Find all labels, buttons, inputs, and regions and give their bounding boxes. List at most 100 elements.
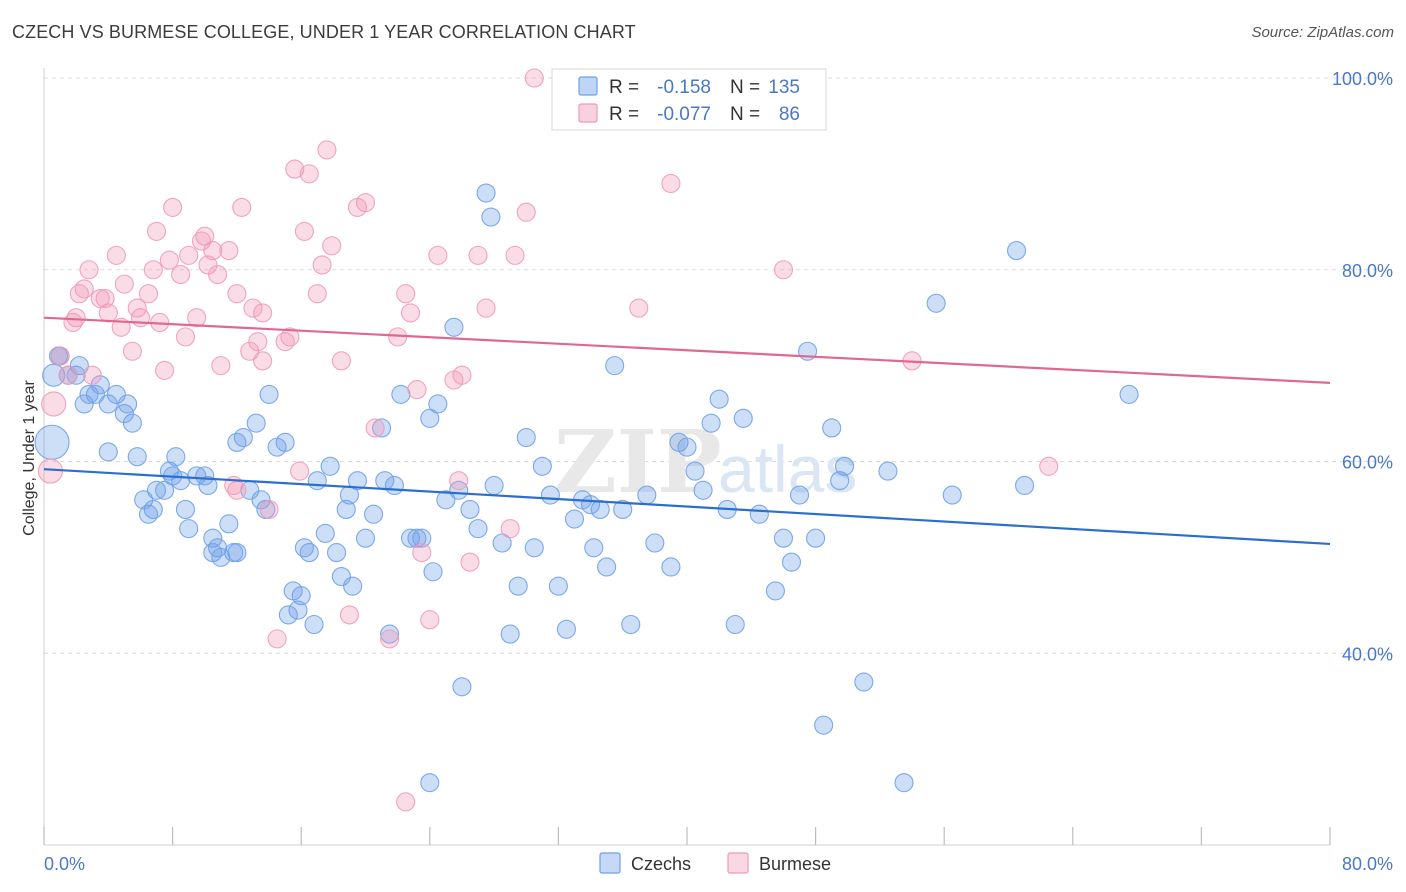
- czechs-point: [830, 471, 850, 491]
- burmese-point: [355, 193, 376, 213]
- czechs-point: [320, 456, 340, 476]
- burmese-point: [253, 303, 273, 323]
- czechs-point: [166, 447, 186, 467]
- burmese-point: [171, 264, 191, 285]
- burmese-point: [219, 241, 239, 261]
- burmese-point: [79, 260, 99, 280]
- czechs-point: [307, 471, 327, 491]
- burmese-point: [524, 68, 544, 88]
- burmese-point: [449, 471, 469, 491]
- burmese-point: [280, 327, 300, 347]
- burmese-point: [163, 197, 183, 217]
- x-tick-label: 0.0%: [44, 854, 85, 874]
- burmese-point: [396, 792, 416, 812]
- data-points: [34, 68, 1139, 812]
- czechs-point: [198, 475, 218, 496]
- czechs-point: [187, 466, 207, 486]
- czechs-point: [637, 485, 657, 505]
- czechs-point: [444, 317, 464, 337]
- czechs-point: [524, 538, 544, 558]
- czechs-point: [677, 437, 697, 457]
- czechs-point: [1006, 241, 1027, 261]
- czechs-point: [34, 424, 70, 460]
- czechs-point: [127, 447, 147, 467]
- czechs-point: [814, 715, 834, 735]
- czechs-point: [304, 614, 324, 635]
- czechs-point: [484, 475, 504, 496]
- czechs-point: [278, 605, 298, 625]
- burmese-point: [468, 245, 488, 265]
- czechs-point: [203, 528, 223, 548]
- czechs-point: [460, 499, 480, 519]
- series-legend: Czechs Burmese: [599, 852, 831, 874]
- burmese-point: [114, 274, 134, 294]
- czechs-point: [227, 543, 247, 563]
- burmese-point: [365, 418, 385, 438]
- czechs-point: [564, 509, 585, 529]
- czechs-point: [299, 543, 319, 563]
- czechs-point: [878, 461, 898, 481]
- czechs-point: [90, 375, 110, 395]
- czechs-point: [347, 471, 368, 491]
- czechs-point: [476, 183, 496, 203]
- burmese-point: [629, 298, 649, 318]
- czechs-point: [175, 499, 196, 519]
- czechs-point: [259, 384, 279, 404]
- legend-n-value: 135: [768, 77, 800, 98]
- y-tick-label: 60.0%: [1342, 453, 1393, 473]
- burmese-point: [203, 241, 223, 261]
- burmese-point: [98, 303, 118, 323]
- czechs-point: [926, 293, 946, 313]
- burmese-point: [253, 351, 273, 371]
- czechs-point: [74, 394, 94, 414]
- czechs-point: [749, 504, 769, 524]
- czechs-point: [412, 528, 432, 548]
- burmese-point: [396, 284, 416, 304]
- czechs-point: [420, 408, 440, 428]
- czechs-point: [423, 562, 443, 582]
- burmese-point: [773, 260, 794, 280]
- burmese-point: [248, 332, 268, 352]
- source-label: Source: ZipAtlas.com: [1251, 24, 1394, 41]
- burmese-point: [307, 284, 327, 304]
- burmese-point: [407, 380, 427, 400]
- czechs-point: [516, 427, 536, 448]
- czechs-point: [106, 384, 126, 404]
- burmese-point: [211, 356, 231, 376]
- czechs-point: [789, 485, 810, 505]
- burmese-point: [90, 288, 110, 309]
- burmese-point: [317, 140, 337, 160]
- legend-n-value: 86: [779, 104, 800, 125]
- burmese-point: [299, 164, 319, 184]
- czechs-point: [400, 528, 421, 548]
- czechs-point: [492, 533, 512, 553]
- burmese-point: [267, 629, 287, 649]
- burmese-point: [227, 284, 247, 304]
- czechs-point: [540, 485, 560, 505]
- czechs-point: [315, 523, 335, 543]
- czechs-point: [69, 356, 89, 376]
- burmese-point: [198, 255, 218, 275]
- burmese-point: [312, 255, 332, 275]
- czechs-point: [155, 480, 175, 500]
- watermark-atlas: atlas: [718, 432, 857, 506]
- chart-title: CZECH VS BURMESE COLLEGE, UNDER 1 YEAR C…: [12, 22, 636, 42]
- y-tick-label: 40.0%: [1342, 644, 1393, 664]
- czechs-point: [452, 677, 472, 697]
- czechs-point: [327, 543, 347, 563]
- grid-lines: [44, 77, 1392, 654]
- burmese-point: [155, 360, 175, 380]
- czechs-trend-line: [43, 468, 1331, 546]
- burmese-point: [412, 543, 432, 563]
- y-tick-label: 80.0%: [1342, 261, 1393, 281]
- burmese-point: [452, 365, 472, 385]
- y-tick-label: 100.0%: [1332, 69, 1393, 89]
- czechs-point: [597, 557, 617, 577]
- czechs-point: [275, 432, 295, 452]
- burmese-point: [290, 461, 310, 481]
- burmese-point: [208, 264, 228, 285]
- burmese-point: [428, 245, 448, 265]
- czechs-point: [1015, 475, 1035, 496]
- czechs-point: [685, 461, 705, 481]
- burmese-point: [41, 391, 67, 417]
